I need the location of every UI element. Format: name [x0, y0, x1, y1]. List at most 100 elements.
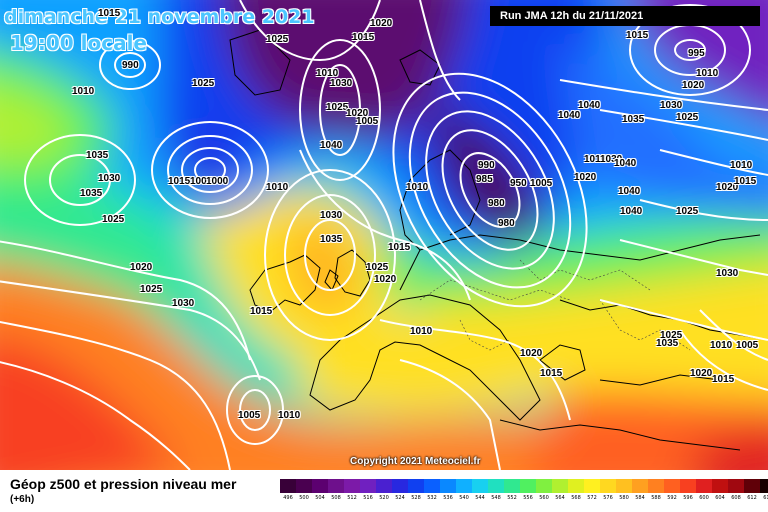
scale-swatch — [312, 479, 328, 493]
scale-value: 584 — [635, 495, 645, 501]
isobars — [0, 0, 768, 470]
isobar-label: 1010 — [278, 410, 301, 421]
scale-swatch — [344, 479, 360, 493]
isobar-label: 1035 — [320, 234, 343, 245]
scale-value: 536 — [443, 495, 453, 501]
isobar-label: 1010 — [696, 68, 719, 79]
scale-step: 604 — [712, 479, 728, 503]
isobar-label: 985 — [476, 174, 493, 185]
isobar-label: 1020 — [370, 18, 393, 29]
isobar-label: 1010 — [266, 182, 289, 193]
scale-value: 560 — [539, 495, 549, 501]
scale-value: 548 — [491, 495, 501, 501]
scale-step: 592 — [664, 479, 680, 503]
scale-step: 612 — [744, 479, 760, 503]
scale-step: 512 — [344, 479, 360, 503]
isobar-label: 1035 — [656, 338, 679, 349]
isobar-label: 990 — [122, 60, 139, 71]
scale-step: 520 — [376, 479, 392, 503]
isobar-label: 1010 — [710, 340, 733, 351]
scale-swatch — [472, 479, 488, 493]
isobar-label: 1040 — [620, 206, 643, 217]
scale-value: 496 — [283, 495, 293, 501]
isobar-label: 1025 — [140, 284, 163, 295]
scale-step: 556 — [520, 479, 536, 503]
scale-swatch — [632, 479, 648, 493]
isobar-label: 1010 — [72, 86, 95, 97]
scale-value: 524 — [395, 495, 405, 501]
isobar-label: 1015 — [540, 368, 563, 379]
isobar-label: 1020 — [520, 348, 543, 359]
legend-title: Géop z500 et pression niveau mer — [10, 476, 237, 492]
isobar-label: 1025 — [676, 206, 699, 217]
scale-swatch — [568, 479, 584, 493]
isobar-label: 995 — [688, 48, 705, 59]
scale-value: 568 — [571, 495, 581, 501]
isobar-label: 1035 — [80, 188, 103, 199]
isobar-label: 1020 — [130, 262, 153, 273]
scale-value: 604 — [715, 495, 725, 501]
isobar-label: 990 — [478, 160, 495, 171]
scale-value: 580 — [619, 495, 629, 501]
scale-step: 588 — [648, 479, 664, 503]
isobar-label: 1015 — [626, 30, 649, 41]
scale-value: 500 — [299, 495, 309, 501]
scale-swatch — [408, 479, 424, 493]
scale-step: 560 — [536, 479, 552, 503]
isobar-label: 1040 — [558, 110, 581, 121]
scale-value: 600 — [699, 495, 709, 501]
scale-swatch — [648, 479, 664, 493]
scale-step: 500 — [296, 479, 312, 503]
scale-step: 576 — [600, 479, 616, 503]
scale-swatch — [728, 479, 744, 493]
isobar-label: 1025 — [192, 78, 215, 89]
run-info-label: Run JMA 12h du 21/11/2021 — [490, 6, 760, 26]
isobar-label: 980 — [488, 198, 505, 209]
legend-footer: Géop z500 et pression niveau mer (+6h) 4… — [0, 470, 768, 512]
scale-swatch — [456, 479, 472, 493]
map-canvas — [0, 0, 768, 470]
scale-value: 552 — [507, 495, 517, 501]
scale-swatch — [328, 479, 344, 493]
scale-swatch — [744, 479, 760, 493]
isobar-label: 1015 — [98, 8, 121, 19]
isobar-label: 980 — [498, 218, 515, 229]
scale-swatch — [360, 479, 376, 493]
isobar-label: 1025 — [266, 34, 289, 45]
scale-step: 616 — [760, 479, 768, 503]
scale-value: 616 — [763, 495, 768, 501]
isobar-label: 1035 — [622, 114, 645, 125]
scale-swatch — [680, 479, 696, 493]
scale-value: 608 — [731, 495, 741, 501]
isobar-label: 1005 — [530, 178, 553, 189]
isobar-label: 1005 — [736, 340, 759, 351]
isobar-label: 1000 — [206, 176, 229, 187]
isobar-label: 950 — [510, 178, 527, 189]
scale-step: 516 — [360, 479, 376, 503]
forecast-date: dimanche 21 novembre 2021 — [4, 6, 315, 28]
scale-value: 516 — [363, 495, 373, 501]
scale-swatch — [600, 479, 616, 493]
isobar-label: 1030 — [660, 100, 683, 111]
color-scale: 496 500 504 508 512 516 520 524 528 532 536 540 544 5… — [280, 479, 768, 503]
scale-step: 548 — [488, 479, 504, 503]
scale-value: 592 — [667, 495, 677, 501]
scale-value: 508 — [331, 495, 341, 501]
scale-swatch — [296, 479, 312, 493]
scale-swatch — [504, 479, 520, 493]
scale-step: 608 — [728, 479, 744, 503]
scale-step: 584 — [632, 479, 648, 503]
scale-value: 596 — [683, 495, 693, 501]
scale-step: 580 — [616, 479, 632, 503]
scale-step: 536 — [440, 479, 456, 503]
scale-swatch — [616, 479, 632, 493]
isobar-label: 1015 — [352, 32, 375, 43]
isobar-label: 1005 — [238, 410, 261, 421]
scale-step: 504 — [312, 479, 328, 503]
scale-step: 528 — [408, 479, 424, 503]
scale-value: 588 — [651, 495, 661, 501]
isobar-label: 1030 — [320, 210, 343, 221]
scale-value: 544 — [475, 495, 485, 501]
isobar-label: 1020 — [682, 80, 705, 91]
scale-swatch — [760, 479, 768, 493]
